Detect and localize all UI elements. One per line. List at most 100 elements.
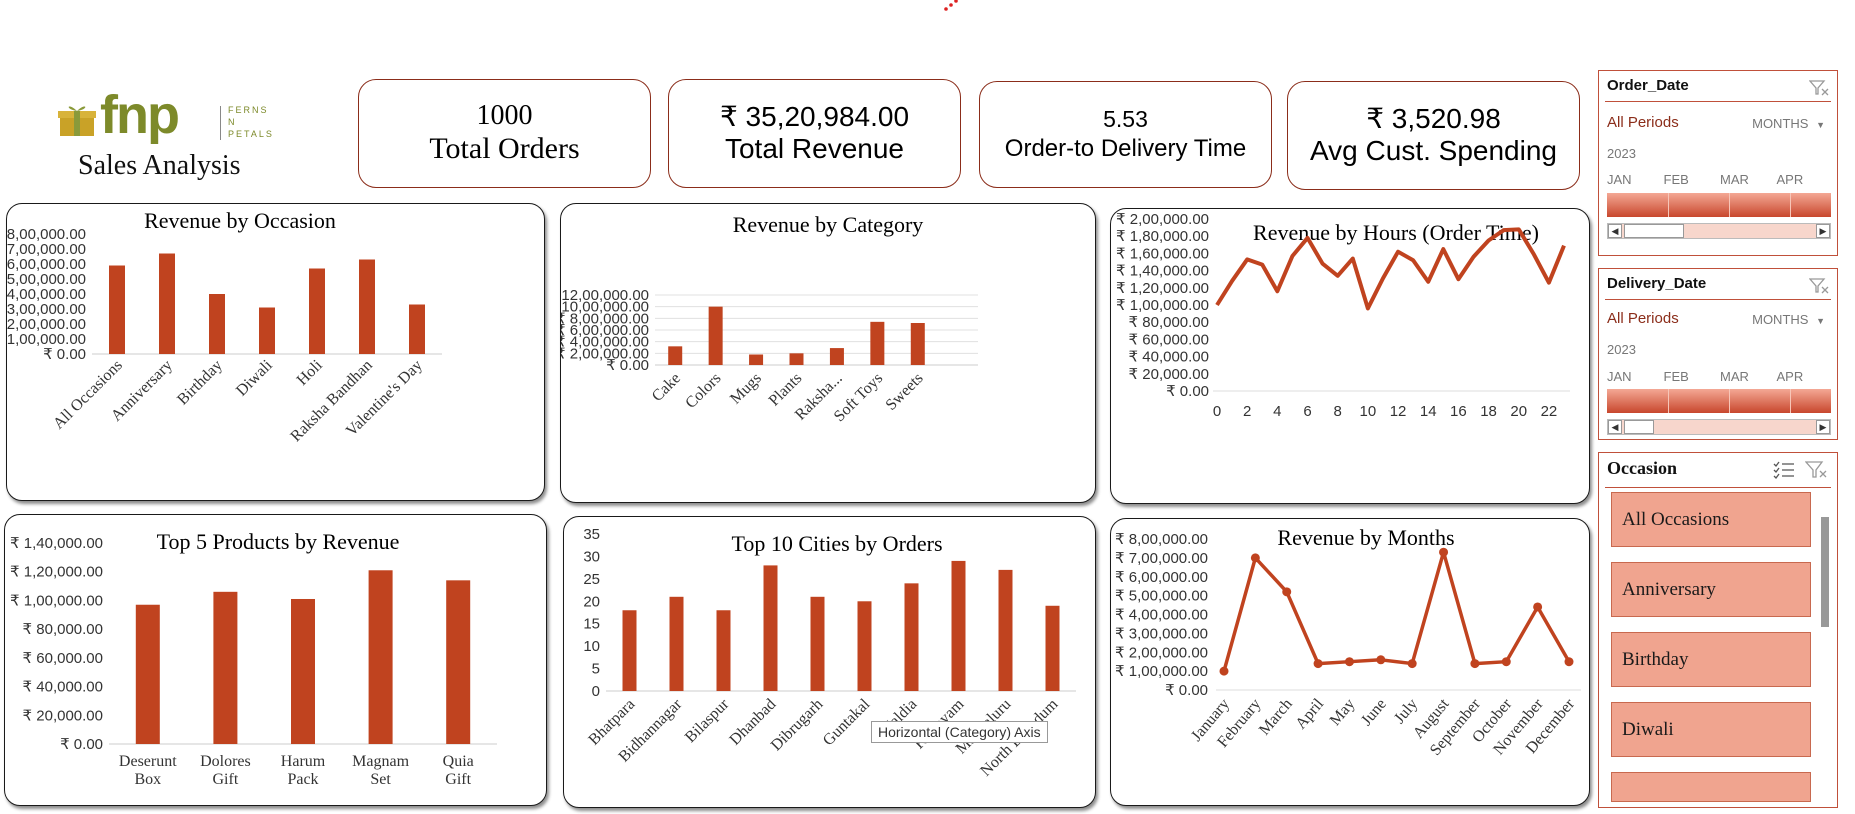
y-tick-label: ₹ 1,40,000.00 xyxy=(10,535,103,552)
x-tick-label: May xyxy=(1327,696,1359,729)
bar xyxy=(829,348,844,365)
chart-top-cities[interactable]: Top 10 Cities by Orders 0 5 10 15 20 25 30 35 Bha… xyxy=(563,516,1096,808)
clear-filter-icon[interactable] xyxy=(1809,79,1829,97)
x-tick-label: Pack xyxy=(287,771,318,788)
y-tick-label: 25 xyxy=(583,571,600,588)
y-tick-label: ₹ 5,00,000.00 xyxy=(1115,588,1208,605)
time-level-value: MONTHS xyxy=(1752,116,1809,131)
scroll-thumb[interactable] xyxy=(1624,224,1684,238)
occasion-item-partial[interactable] xyxy=(1611,772,1811,802)
bar xyxy=(368,570,393,744)
x-tick-label: Birthday xyxy=(174,357,226,409)
all-periods-label[interactable]: All Periods xyxy=(1607,310,1679,327)
scroll-left-icon[interactable]: ◀ xyxy=(1608,420,1622,434)
multi-select-icon[interactable] xyxy=(1773,460,1795,480)
timeline-bar[interactable] xyxy=(1607,389,1831,413)
slicer-delivery-date[interactable]: Delivery_Date All Periods MONTHS ▼ 2023 … xyxy=(1598,268,1838,440)
x-tick-label: 14 xyxy=(1420,403,1437,420)
clear-filter-icon[interactable] xyxy=(1809,277,1829,295)
chart-title: Revenue by Months xyxy=(1277,525,1454,550)
bar xyxy=(951,560,966,691)
bar xyxy=(669,596,684,691)
series-line xyxy=(1222,550,1571,672)
bar xyxy=(749,354,764,365)
chart-revenue-by-months[interactable]: Revenue by Months ₹ 0.00 ₹ 1,00,000.00 ₹ 2,… xyxy=(1110,518,1590,806)
scroll-thumb[interactable] xyxy=(1624,420,1654,434)
y-tick-label: ₹ 4,00,000.00 xyxy=(561,334,649,351)
timeline-scrollbar[interactable]: ◀ ▶ xyxy=(1607,419,1831,435)
y-tick-label: ₹ 4,00,000.00 xyxy=(1115,607,1208,624)
y-tick-label: ₹ 2,00,000.00 xyxy=(1115,644,1208,661)
y-tick-label: ₹ 0.00 xyxy=(1166,383,1209,400)
all-periods-label[interactable]: All Periods xyxy=(1607,114,1679,131)
chart-title: Revenue by Hours (Order Time) xyxy=(1253,220,1539,245)
bar xyxy=(446,580,471,744)
kpi-label: Avg Cust. Spending xyxy=(1310,135,1557,166)
data-point xyxy=(1344,657,1354,667)
bar xyxy=(209,294,225,354)
chevron-down-icon: ▼ xyxy=(1816,316,1825,326)
y-tick-label: ₹ 20,000.00 xyxy=(23,707,103,724)
chart-revenue-by-category[interactable]: Revenue by Category ₹ 0.00 ₹ 2,00,000.00 ₹ … xyxy=(560,203,1096,503)
chart-title: Top 10 Cities by Orders xyxy=(731,531,942,556)
slicer-occasion[interactable]: Occasion All Occasions Anniversary Birth… xyxy=(1598,452,1838,808)
clear-filter-icon[interactable] xyxy=(1805,460,1827,480)
x-tick-label: Harum xyxy=(281,753,326,770)
month-label: MAR xyxy=(1720,172,1749,187)
chart-revenue-by-hours[interactable]: Revenue by Hours (Order Time) ₹ 0.00 ₹ 20,… xyxy=(1110,208,1590,504)
slicer-order-date[interactable]: Order_Date All Periods MONTHS ▼ 2023 JAN… xyxy=(1598,70,1838,256)
x-tick-label: 6 xyxy=(1303,403,1311,420)
occasion-item[interactable]: All Occasions xyxy=(1611,492,1811,547)
gift-box-icon xyxy=(58,106,96,136)
logo-brand: fnp xyxy=(100,85,180,145)
kpi-label: Order-to Delivery Time xyxy=(1004,135,1247,162)
time-level-dropdown[interactable]: MONTHS ▼ xyxy=(1752,116,1825,131)
y-tick-label: ₹ 1,20,000.00 xyxy=(1116,280,1209,297)
occasion-item[interactable]: Diwali xyxy=(1611,702,1811,757)
month-label: MAR xyxy=(1720,369,1749,384)
chart-svg: Revenue by Months ₹ 0.00 ₹ 1,00,000.00 ₹ 2,… xyxy=(1115,525,1581,759)
y-tick-label: ₹ 0.00 xyxy=(606,357,649,374)
chart-svg: Revenue by Category₹ 0.00₹ 2,00,000.00₹ … xyxy=(561,212,978,425)
bar xyxy=(213,591,238,744)
timeline-scrollbar[interactable]: ◀ ▶ xyxy=(1607,223,1831,239)
logo-tagline-3: PETALS xyxy=(228,129,274,139)
scroll-right-icon[interactable]: ▶ xyxy=(1816,224,1830,238)
time-level-dropdown[interactable]: MONTHS ▼ xyxy=(1752,312,1825,327)
x-tick-label: Cake xyxy=(649,370,684,405)
x-tick-label: Sweets xyxy=(883,370,927,414)
timeline-bar[interactable] xyxy=(1607,193,1831,217)
kpi-value: 1000 xyxy=(476,100,533,131)
month-label: FEB xyxy=(1663,369,1689,384)
y-tick-label: ₹ 8,00,000.00 xyxy=(561,310,649,327)
bar xyxy=(1045,605,1060,691)
x-tick-label: Bilaspur xyxy=(682,695,733,746)
kpi-value: 5.53 xyxy=(1103,106,1148,132)
occasion-item[interactable]: Anniversary xyxy=(1611,562,1811,617)
bar xyxy=(135,604,160,744)
chart-top-products[interactable]: Top 5 Products by Revenue ₹ 0.00 ₹ 20,000.… xyxy=(4,514,547,806)
data-point xyxy=(1501,657,1511,667)
occasion-item[interactable]: Birthday xyxy=(1611,632,1811,687)
scroll-left-icon[interactable]: ◀ xyxy=(1608,224,1622,238)
list-scrollbar[interactable] xyxy=(1821,517,1829,627)
scroll-right-icon[interactable]: ▶ xyxy=(1816,420,1830,434)
bar xyxy=(998,569,1013,691)
data-point xyxy=(1219,666,1229,676)
loading-dots-icon xyxy=(944,0,958,11)
month-label: FEB xyxy=(1663,172,1689,187)
month-label: JAN xyxy=(1607,172,1632,187)
bar xyxy=(910,323,925,365)
bar xyxy=(359,259,375,354)
x-tick-label: April xyxy=(1292,695,1327,732)
bar xyxy=(109,265,125,354)
x-tick-label: All Occasions xyxy=(50,357,126,433)
slicer-title: Delivery_Date xyxy=(1607,275,1707,292)
y-tick-label: ₹ 60,000.00 xyxy=(1129,331,1209,348)
x-tick-label: 22 xyxy=(1541,403,1558,420)
y-tick-label: ₹ 20,000.00 xyxy=(1129,366,1209,383)
data-point xyxy=(1407,659,1417,669)
x-tick-label: Mugs xyxy=(727,370,765,408)
axis-tooltip: Horizontal (Category) Axis xyxy=(871,721,1048,743)
chart-revenue-by-occasion[interactable]: Revenue by Occasion₹ 0.00₹ 1,00,000.00₹ … xyxy=(6,203,545,501)
